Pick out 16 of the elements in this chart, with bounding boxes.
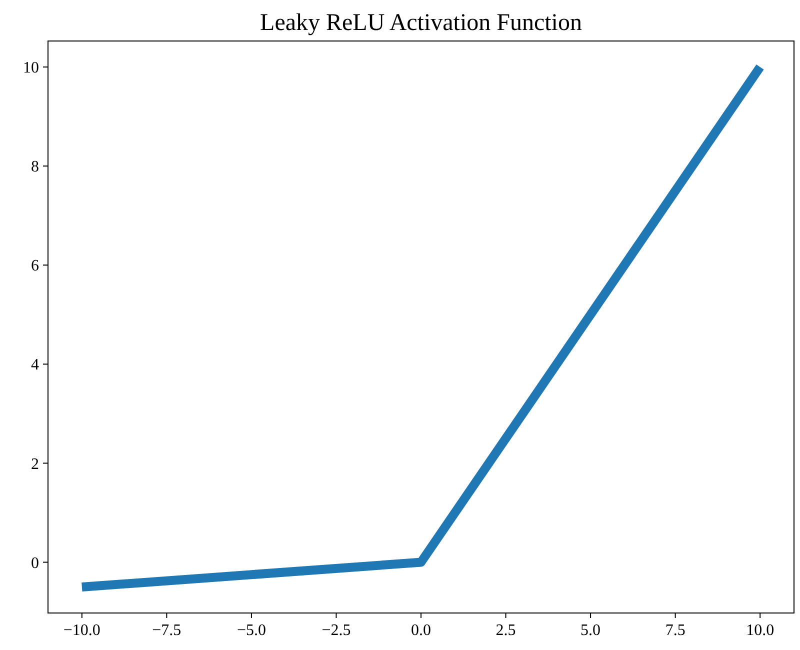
y-tick-label: 0 xyxy=(31,554,39,572)
y-tick-label: 8 xyxy=(31,158,39,176)
x-tick-label: −2.5 xyxy=(322,622,351,639)
y-tick-label: 2 xyxy=(31,456,39,473)
x-tick-label: 10.0 xyxy=(746,622,774,639)
chart-title: Leaky ReLU Activation Function xyxy=(260,10,582,36)
x-tick-label: −7.5 xyxy=(152,622,182,639)
x-tick-label: 0.0 xyxy=(411,622,431,639)
x-tick-label: 7.5 xyxy=(665,622,686,639)
x-tick-label: −5.0 xyxy=(236,622,266,639)
y-tick-label: 6 xyxy=(31,258,39,275)
x-tick-label: 5.0 xyxy=(580,622,601,639)
x-tick-label: 2.5 xyxy=(496,622,516,639)
y-tick-label: 10 xyxy=(23,60,39,77)
x-tick-label: −10.0 xyxy=(63,622,100,639)
y-tick-label: 4 xyxy=(31,356,39,374)
